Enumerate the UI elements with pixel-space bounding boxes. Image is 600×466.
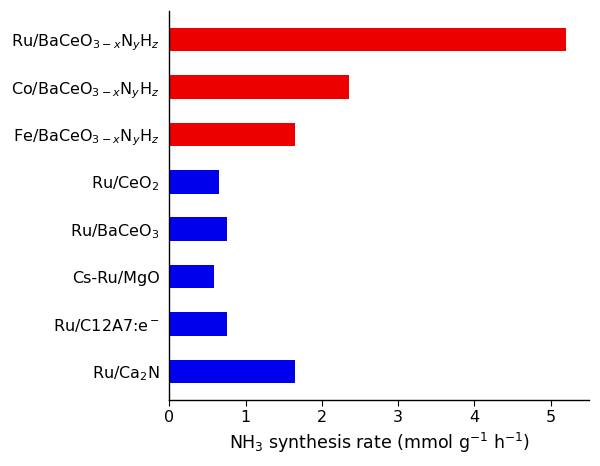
Bar [169, 360, 295, 383]
Bar [169, 265, 214, 288]
Bar [169, 27, 566, 51]
Bar [169, 75, 349, 99]
Bar [169, 170, 219, 193]
Bar [169, 312, 227, 336]
Bar [169, 123, 295, 146]
Bar [169, 217, 227, 241]
X-axis label: NH$_3$ synthesis rate (mmol g$^{-1}$ h$^{-1}$): NH$_3$ synthesis rate (mmol g$^{-1}$ h$^… [229, 431, 530, 455]
